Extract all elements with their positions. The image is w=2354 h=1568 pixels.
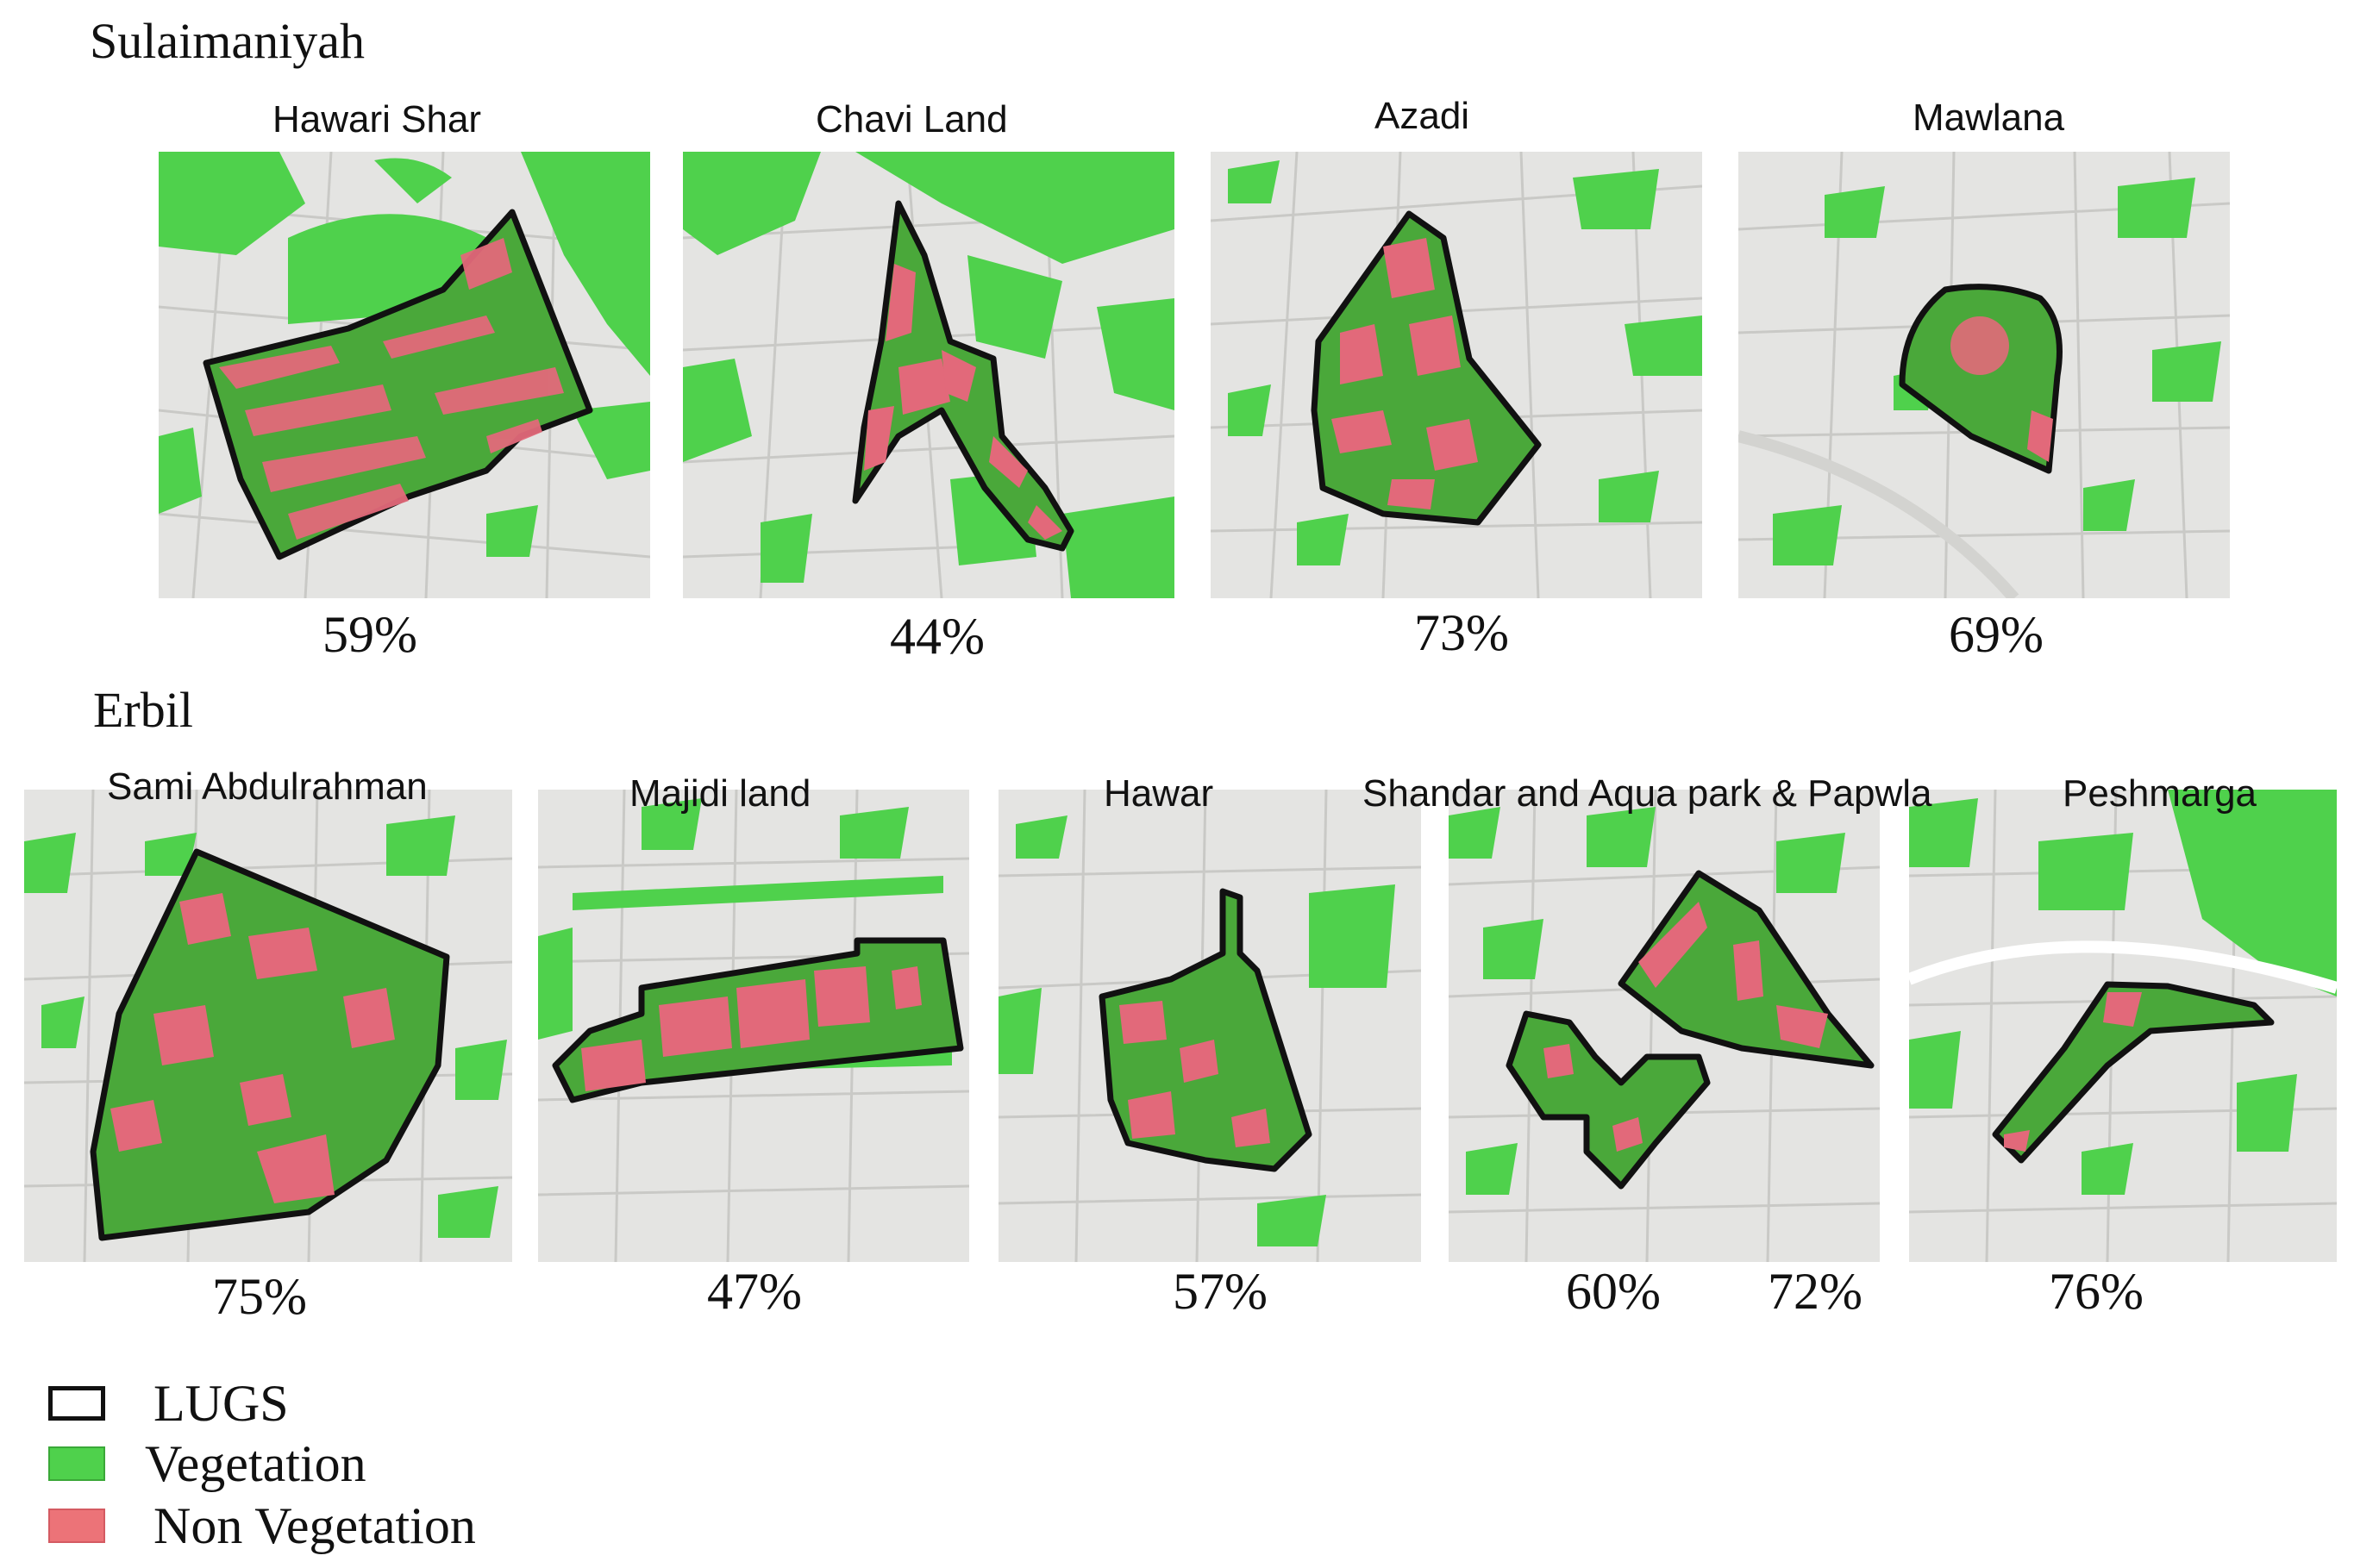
legend-label-vegetation: Vegetation <box>145 1434 366 1492</box>
park-title-shandar-aqua-papwla: Shandar and Aqua park & Papwla <box>1362 772 1932 815</box>
map-panel-hawari-shar <box>159 152 650 598</box>
lugs-majidi-land <box>552 937 964 1103</box>
lugs-hawari-shar <box>203 209 593 560</box>
park-title-majidi-land: Majidi land <box>629 772 811 815</box>
map-panel-shandar-aqua-papwla <box>1449 790 1880 1262</box>
percent-hawari-shar: 59% <box>322 606 417 663</box>
percent-papwla: 72% <box>1768 1263 1863 1320</box>
park-title-hawar: Hawar <box>1104 772 1214 815</box>
lugs-peshmarga <box>1992 981 2275 1164</box>
lugs-hawar <box>1099 888 1312 1172</box>
lugs-sami-abdulrahman <box>90 848 450 1241</box>
legend-label-non-vegetation: Non Vegetation <box>153 1496 476 1554</box>
park-title-hawari-shar: Hawari Shar <box>272 98 482 141</box>
park-title-chavi-land: Chavi Land <box>816 98 1008 141</box>
legend-label-lugs: LUGS <box>153 1374 289 1432</box>
percent-chavi-land: 44% <box>890 608 985 665</box>
percent-majidi-land: 47% <box>707 1263 802 1320</box>
map-panel-peshmarga <box>1909 790 2337 1262</box>
percent-peshmarga: 76% <box>2049 1263 2144 1320</box>
lugs-mawlana <box>1899 284 2063 474</box>
map-panel-chavi-land <box>683 152 1174 598</box>
lugs-swatch <box>48 1386 105 1421</box>
legend-item-vegetation: Vegetation <box>48 1435 366 1492</box>
percent-shandar-aqua: 60% <box>1566 1263 1661 1320</box>
park-title-azadi: Azadi <box>1374 95 1470 137</box>
percent-azadi: 73% <box>1414 604 1509 661</box>
lugs-azadi <box>1311 210 1542 526</box>
map-panel-azadi <box>1211 152 1702 598</box>
percent-hawar: 57% <box>1173 1263 1268 1320</box>
map-panel-mawlana <box>1738 152 2230 598</box>
park-title-peshmarga: Peshmarga <box>2063 772 2257 815</box>
vegetation-swatch <box>48 1446 105 1481</box>
park-title-mawlana: Mawlana <box>1913 97 2065 139</box>
legend-item-lugs: LUGS <box>48 1375 289 1432</box>
percent-sami-abdulrahman: 75% <box>212 1268 307 1325</box>
city-label-sulaimaniyah: Sulaimaniyah <box>90 13 365 69</box>
lugs-shandar-aqua-papwla <box>1506 870 1875 1190</box>
park-title-sami-abdulrahman: Sami Abdulrahman <box>107 765 428 808</box>
map-panel-hawar <box>999 790 1421 1262</box>
lugs-chavi-land <box>852 200 1074 552</box>
map-panel-majidi-land <box>538 790 969 1262</box>
percent-mawlana: 69% <box>1949 606 2044 663</box>
map-panel-sami-abdulrahman <box>24 790 512 1262</box>
legend-item-non-vegetation: Non Vegetation <box>48 1497 476 1554</box>
non-vegetation-swatch <box>48 1509 105 1543</box>
city-label-erbil: Erbil <box>93 682 193 738</box>
